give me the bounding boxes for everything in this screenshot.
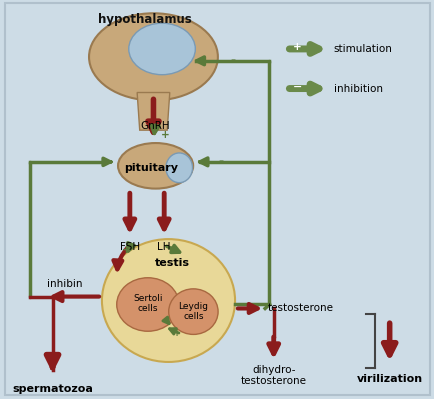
Text: FSH: FSH [120, 242, 140, 252]
Text: inhibin: inhibin [47, 279, 83, 289]
Text: +: + [122, 245, 131, 255]
Text: virilization: virilization [357, 374, 423, 384]
Text: +: + [173, 328, 181, 338]
Ellipse shape [166, 153, 193, 183]
Text: hypothalamus: hypothalamus [98, 13, 192, 26]
Ellipse shape [117, 278, 179, 331]
Ellipse shape [169, 289, 218, 334]
Ellipse shape [118, 143, 193, 189]
FancyBboxPatch shape [5, 3, 430, 395]
Text: dihydro-
testosterone: dihydro- testosterone [241, 365, 307, 386]
Text: +: + [293, 42, 302, 52]
Text: spermatozoa: spermatozoa [12, 384, 93, 394]
Text: testis: testis [155, 258, 190, 268]
Circle shape [102, 239, 235, 362]
Text: -: - [231, 53, 236, 67]
Text: -: - [218, 154, 223, 168]
Text: pituitary: pituitary [124, 163, 178, 173]
Text: +: + [161, 130, 170, 140]
Text: LH: LH [158, 242, 171, 252]
Text: Sertoli
cells: Sertoli cells [133, 294, 163, 313]
Polygon shape [137, 93, 170, 130]
Ellipse shape [89, 13, 218, 101]
Text: Leydig
cells: Leydig cells [178, 302, 208, 321]
Ellipse shape [129, 23, 195, 75]
Text: testosterone: testosterone [267, 303, 333, 313]
Text: −: − [293, 81, 302, 92]
Text: GnRH: GnRH [141, 121, 171, 131]
Text: +: + [168, 245, 177, 255]
Text: inhibition: inhibition [334, 83, 383, 93]
Text: stimulation: stimulation [334, 44, 393, 54]
